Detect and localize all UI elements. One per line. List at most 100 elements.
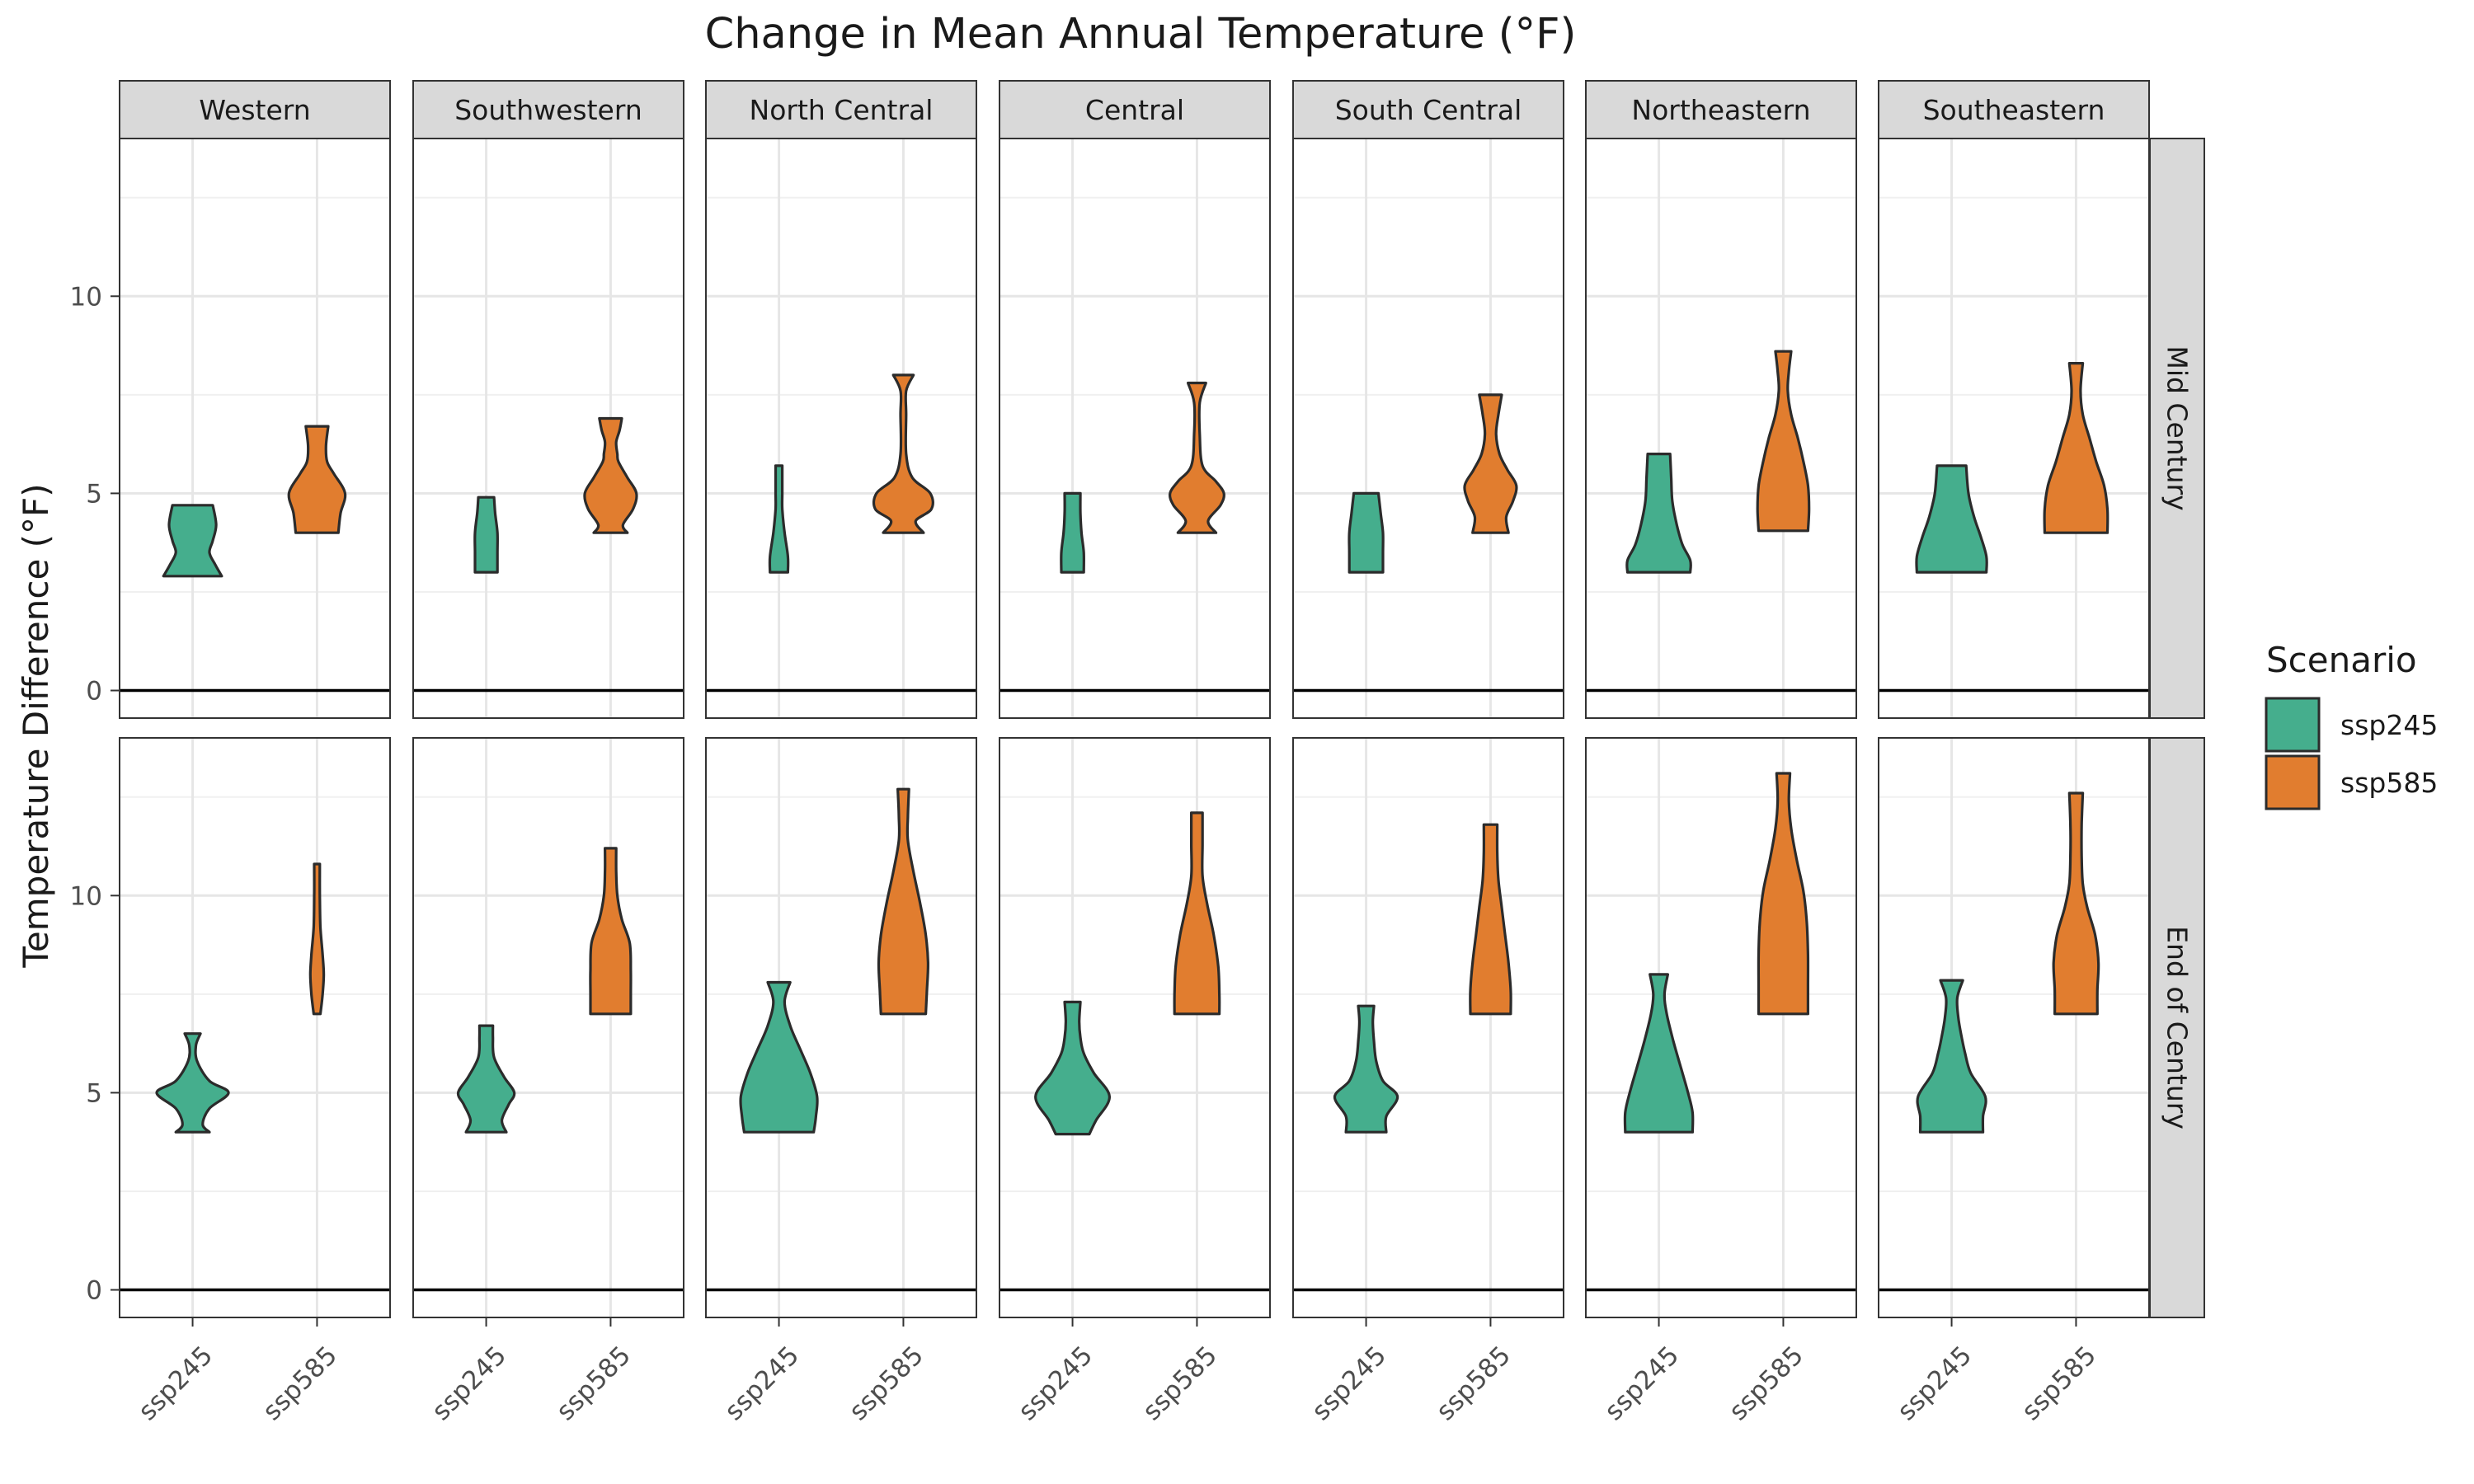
violin-southwestern-end-of-century-ssp585 [589,847,633,1016]
x-tick-label-north-central-ssp245: ssp245 [719,1341,805,1426]
violin-southwestern-mid-century-ssp245 [473,495,499,574]
violin-north-central-end-of-century-ssp585 [877,787,930,1016]
strip-label-northeastern: Northeastern [1631,94,1810,126]
panel-end-of-century-north-central [706,738,976,1317]
violin-northeastern-end-of-century-ssp585 [1757,772,1810,1016]
strip-western [119,80,391,139]
strip-label-end-of-century: End of Century [2161,926,2194,1129]
strip-label-mid-century: Mid Century [2161,345,2194,510]
legend-label-ssp245: ssp245 [2340,709,2438,741]
y-tick-label: 0 [86,677,102,707]
legend-key-ssp585 [2265,754,2321,810]
panel-background [1586,738,1856,1317]
x-tick-label-southwestern-ssp245: ssp245 [426,1341,512,1426]
panel-background [706,139,976,718]
x-tick-label-western-ssp585: ssp585 [257,1341,343,1426]
panel-background [1293,139,1564,718]
y-tick-label: 5 [86,1078,102,1108]
facet-panels: Western Southwestern North Central Central S… [70,80,2205,1426]
x-tick-label-north-central-ssp585: ssp585 [844,1341,929,1426]
x-tick-label-northeastern-ssp585: ssp585 [1724,1341,1809,1426]
panel-background [1879,139,2149,718]
panel-background [999,738,1270,1317]
x-tick-label-south-central-ssp245: ssp245 [1306,1341,1392,1426]
strip-northeastern [1585,80,1857,139]
strip-label-central: Central [1085,94,1184,126]
panel-mid-century-north-central [706,139,976,718]
strip-southwestern [412,80,684,139]
strip-label-north-central: North Central [750,94,934,126]
violin-south-central-mid-century-ssp585 [1463,393,1518,534]
y-tick-label: 5 [86,479,102,509]
violin-south-central-end-of-century-ssp585 [1469,823,1512,1016]
panel-mid-century-central [999,139,1270,718]
violin-southeastern-end-of-century-ssp585 [2052,791,2100,1016]
violin-southeastern-end-of-century-ssp245 [1916,979,1987,1134]
violin-southwestern-end-of-century-ssp245 [456,1024,516,1134]
x-tick-label-central-ssp585: ssp585 [1137,1341,1223,1426]
strip-central [999,80,1271,139]
violin-southwestern-mid-century-ssp585 [583,416,638,534]
panel-mid-century-western [120,139,390,718]
panel-background [120,139,390,718]
violin-western-mid-century-ssp245 [162,504,223,578]
violin-western-mid-century-ssp585 [287,425,347,534]
x-tick-label-northeastern-ssp245: ssp245 [1599,1341,1685,1426]
strip-label-south-central: South Central [1335,94,1522,126]
y-tick-label: 10 [70,282,102,312]
panel-background [1293,738,1564,1317]
violin-western-end-of-century-ssp585 [308,862,326,1016]
panel-border [1292,737,1564,1318]
strip-label-western: Western [199,94,310,126]
x-tick-label-southeastern-ssp585: ssp585 [2016,1341,2102,1426]
panel-end-of-century-southeastern [1879,738,2149,1317]
strip-southeastern [1878,80,2150,139]
x-tick-label-southeastern-ssp245: ssp245 [1892,1341,1978,1426]
panel-end-of-century-southwestern [413,738,684,1317]
panel-background [413,139,684,718]
violin-northeastern-mid-century-ssp585 [1756,350,1811,533]
violin-western-end-of-century-ssp245 [155,1032,230,1134]
strip-end-of-century [2149,737,2205,1318]
y-tick-label: 10 [70,881,102,911]
strip-label-southwestern: Southwestern [454,94,642,126]
x-tick-label-central-ssp245: ssp245 [1013,1341,1098,1426]
violin-northeastern-end-of-century-ssp245 [1623,973,1695,1134]
strip-north-central [705,80,977,139]
violin-south-central-end-of-century-ssp245 [1333,1004,1399,1134]
x-tick-label-southwestern-ssp585: ssp585 [551,1341,637,1426]
violin-central-mid-century-ssp585 [1168,381,1225,534]
x-tick-label-western-ssp245: ssp245 [133,1341,219,1426]
panel-background [1879,738,2149,1317]
y-axis-title: Temperature Difference (°F) [16,483,56,968]
legend: Scenario ssp245 ssp585 [2265,640,2438,810]
panel-background [413,738,684,1317]
panel-background [120,738,390,1317]
violin-north-central-mid-century-ssp245 [768,464,790,574]
chart-title: Change in Mean Annual Temperature (°F) [705,10,1577,59]
panel-mid-century-south-central [1293,139,1564,718]
strip-label-southeastern: Southeastern [1923,94,2105,126]
panel-end-of-century-western [120,738,390,1317]
panel-border [999,737,1271,1318]
panel-border [1585,737,1857,1318]
violin-southeastern-mid-century-ssp245 [1915,464,1988,574]
legend-key-ssp245 [2265,697,2321,753]
panel-end-of-century-central [999,738,1270,1317]
panel-mid-century-southeastern [1879,139,2149,718]
legend-title: Scenario [2266,640,2417,680]
panel-mid-century-southwestern [413,139,684,718]
panel-border [119,737,391,1318]
legend-label-ssp585: ssp585 [2340,767,2438,799]
panel-background [706,738,976,1317]
panel-end-of-century-northeastern [1586,738,1856,1317]
y-tick-label: 0 [86,1276,102,1306]
violin-north-central-end-of-century-ssp245 [739,980,819,1134]
panel-end-of-century-south-central [1293,738,1564,1317]
panel-border [705,737,977,1318]
panel-border [412,737,684,1318]
x-tick-label-south-central-ssp585: ssp585 [1431,1341,1517,1426]
violin-northeastern-mid-century-ssp245 [1625,453,1692,574]
violin-southeastern-mid-century-ssp585 [2043,362,2109,534]
